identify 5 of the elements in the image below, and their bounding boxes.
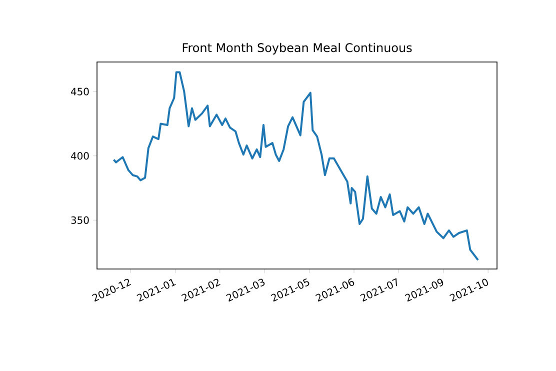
y-tick-label: 400	[70, 152, 89, 160]
y-tick-label: 450	[70, 88, 89, 96]
y-tick-label: 350	[71, 216, 89, 224]
chart-title: Front Month Soybean Meal Continuous	[182, 42, 412, 54]
line-series	[112, 71, 480, 261]
